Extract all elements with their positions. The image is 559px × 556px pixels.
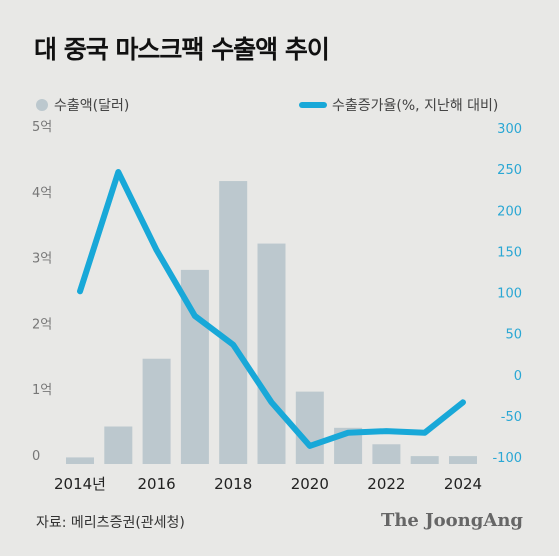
bar-2023 (410, 456, 439, 464)
x-tick-label: 2024 (444, 475, 482, 493)
bar-2024 (449, 456, 477, 464)
right-tick-label: 50 (505, 328, 522, 343)
left-tick-label: 2억 (32, 317, 52, 332)
legend-bar-swatch (36, 99, 48, 111)
x-tick-label: 2020 (291, 475, 329, 493)
chart-area: 수출액(달러) 수출증가율(%, 지난해 대비) 0 1억 2억 3억 4억 5억 -10… (32, 98, 522, 493)
chart-title: 대 중국 마스크팩 수출액 추이 (34, 35, 330, 64)
x-tick-label: 2022 (367, 475, 405, 493)
left-tick-label: 4억 (32, 186, 52, 201)
right-tick-label: 300 (497, 122, 522, 137)
bar-2018 (219, 181, 248, 464)
source-note: 자료: 메리츠증권(관세청) (36, 515, 185, 531)
right-tick-label: 0 (514, 369, 522, 384)
bar-2020 (295, 391, 324, 464)
left-tick-label: 1억 (32, 383, 52, 398)
x-tick-label: 2016 (138, 475, 176, 493)
brand-logo: The JoongAng (380, 510, 523, 531)
right-tick-label: 250 (497, 163, 522, 178)
right-tick-label: -50 (501, 410, 522, 425)
right-tick-label: 200 (497, 204, 522, 219)
right-tick-label: 150 (497, 245, 522, 260)
legend: 수출액(달러) 수출증가율(%, 지난해 대비) (36, 98, 498, 114)
right-tick-label: -100 (492, 451, 522, 466)
left-tick-label: 3억 (32, 252, 52, 267)
left-axis-ticks: 0 1억 2억 3억 4억 5억 (32, 120, 52, 464)
x-tick-label: 2018 (214, 475, 252, 493)
left-tick-label: 5억 (32, 120, 52, 135)
bar-2016 (142, 358, 171, 464)
left-tick-label: 0 (32, 449, 40, 464)
bar-2015 (104, 426, 133, 464)
x-tick-label: 2014년 (54, 475, 106, 493)
bar-2014 (66, 457, 94, 464)
right-tick-label: 100 (497, 287, 522, 302)
legend-line-label: 수출증가율(%, 지난해 대비) (332, 98, 498, 114)
x-axis-ticks: 2014년 2016 2018 2020 2022 2024 (54, 475, 482, 493)
bar-2019 (257, 243, 286, 464)
growth-line (77, 169, 466, 449)
legend-bar-label: 수출액(달러) (54, 98, 129, 114)
right-axis-ticks: -100 -50 0 50 100 150 200 250 300 (492, 122, 522, 466)
bars (66, 181, 477, 464)
bar-2022 (372, 444, 401, 464)
